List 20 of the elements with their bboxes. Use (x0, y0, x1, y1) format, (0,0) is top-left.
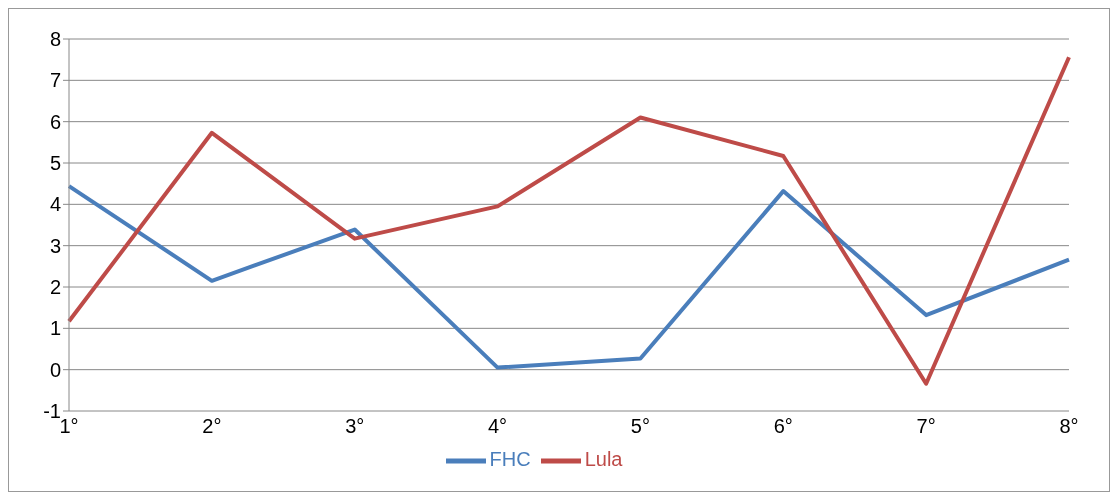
y-tick-label: 2 (49, 276, 61, 299)
x-tick-label: 4° (488, 415, 508, 438)
legend-label: Lula (584, 448, 623, 471)
legend-label: FHC (489, 448, 531, 471)
y-tick-label: 4 (49, 193, 61, 216)
y-tick-label: 1 (49, 317, 61, 340)
y-tick-label: 5 (49, 152, 61, 175)
y-tick-label: -1 (43, 400, 61, 423)
y-tick-label: 8 (49, 28, 61, 51)
y-tick-label: 0 (49, 358, 61, 381)
x-tick-label: 7° (916, 415, 936, 438)
x-tick-label: 8° (1059, 415, 1079, 438)
x-tick-label: 3° (345, 415, 365, 438)
x-tick-label: 5° (630, 415, 650, 438)
x-tick-label: 1° (59, 415, 79, 438)
y-tick-label: 6 (49, 110, 61, 133)
x-tick-label: 6° (773, 415, 793, 438)
y-tick-label: 3 (49, 234, 61, 257)
y-tick-label: 7 (49, 69, 61, 92)
x-tick-label: 2° (202, 415, 222, 438)
